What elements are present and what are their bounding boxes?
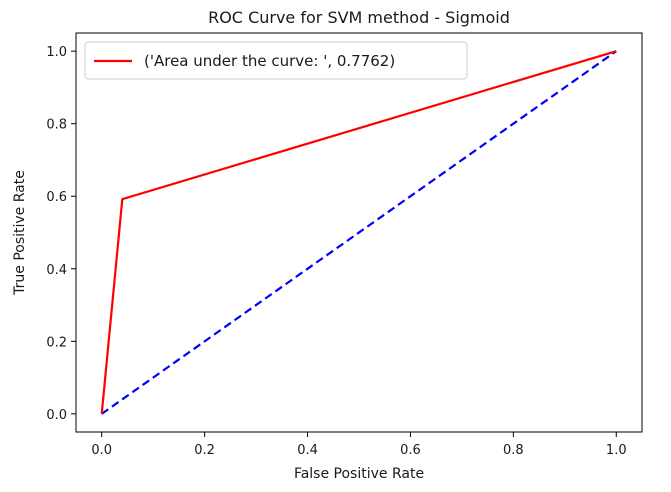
y-tick-label: 0.2 <box>46 335 67 350</box>
axes-frame <box>75 32 643 433</box>
x-tick-label: 0.0 <box>91 443 112 458</box>
chart-title: ROC Curve for SVM method - Sigmoid <box>208 8 510 27</box>
x-tick-label: 1.0 <box>606 443 627 458</box>
y-tick-label: 0.8 <box>46 118 67 133</box>
x-tick-label: 0.8 <box>503 443 524 458</box>
plot-area: 0.0 0.2 0.4 0.6 0.8 1.0 0.0 0.2 0.4 0.6 0.8 1.0 <box>46 32 643 458</box>
y-tick-label: 0.4 <box>46 263 67 278</box>
x-axis-label: False Positive Rate <box>294 466 424 482</box>
y-tick-label: 1.0 <box>46 45 67 60</box>
series-line-roc <box>100 50 617 414</box>
y-axis-label: True Positive Rate <box>12 170 28 296</box>
y-tick-label: 0.0 <box>46 408 67 423</box>
y-tick-label: 0.6 <box>46 190 67 205</box>
x-tick-label: 0.2 <box>194 443 215 458</box>
legend-box <box>84 41 468 80</box>
x-tick-label: 0.4 <box>297 443 318 458</box>
series-line-baseline <box>101 50 617 415</box>
legend: ('Area under the curve: ', 0.7762) <box>84 41 468 80</box>
legend-label: ('Area under the curve: ', 0.7762) <box>144 52 395 70</box>
x-tick-label: 0.6 <box>400 443 421 458</box>
